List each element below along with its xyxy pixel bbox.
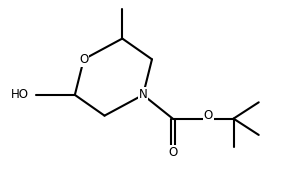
Text: O: O [204,109,213,122]
Text: N: N [139,88,148,101]
Text: O: O [168,146,177,159]
Text: O: O [79,53,89,66]
Text: HO: HO [11,88,29,101]
